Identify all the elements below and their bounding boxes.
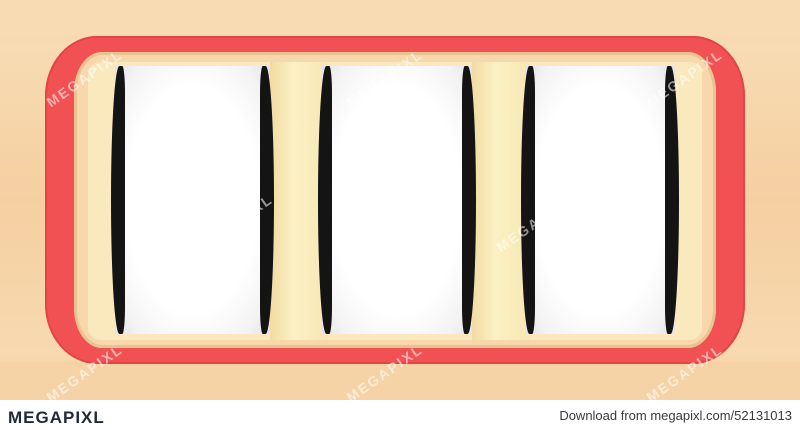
reel-divider-2 [472,62,530,340]
download-credit: Download from megapixl.com/52131013 [559,408,792,423]
reel-rim-left-1 [111,66,125,334]
reel-face-2 [322,66,472,334]
reel-rim-left-3 [521,66,535,334]
background-band-top [0,0,800,36]
background-band-bottom [0,362,800,400]
reel-rim-right-1 [260,66,274,334]
slot-machine-scene: MEGAPIXL MEGAPIXL MEGAPIXL MEGAPIXL MEGA… [0,0,800,400]
reel-face-1 [115,66,270,334]
reel-rim-right-2 [462,66,476,334]
reel-rim-left-2 [318,66,332,334]
megapixl-logo: MEGAPIXL [8,408,105,427]
footer-bar: MEGAPIXL Download from megapixl.com/5213… [0,400,800,430]
slot-reel-1 [111,66,274,334]
slot-reel-3 [521,66,679,334]
reel-face-3 [525,66,675,334]
slot-reel-2 [318,66,476,334]
reel-rim-right-3 [665,66,679,334]
